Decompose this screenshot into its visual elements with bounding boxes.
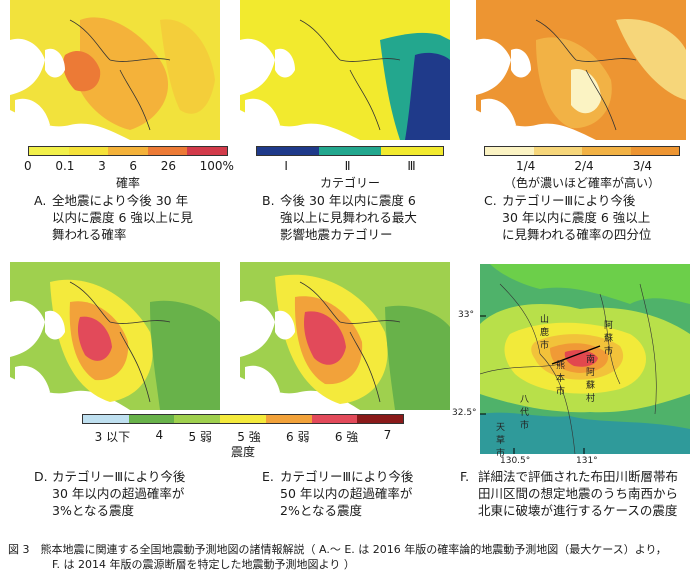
caption-c-line: に見舞われる確率の四分位 <box>502 227 652 242</box>
legend-a-tick: 100% <box>199 159 234 173</box>
legend-de-color-6 <box>357 415 404 423</box>
legend-a-color-2 <box>108 147 148 155</box>
legend-de-color-0 <box>83 415 129 423</box>
caption-e-line: カテゴリーⅢにより今後 <box>280 469 414 484</box>
caption-f-letter: F. <box>460 469 470 484</box>
caption-d-letter: D. <box>34 469 48 484</box>
caption-f-line: 詳細法で評価された布田川断層帯布 <box>478 469 679 484</box>
map-b <box>240 0 450 140</box>
legend-a-tick: 3 <box>98 159 106 173</box>
caption-d-line: 30 年以内の超過確率が <box>52 486 185 501</box>
figure-caption-line: 図 3 熊本地震に関連する全国地震動予測地図の諸情報解説（ A.～ E. は 2… <box>8 543 667 556</box>
map-f-place: 山鹿市 <box>540 315 550 351</box>
map-d <box>10 262 220 410</box>
legend-de-tick: 7 <box>383 428 392 442</box>
legend-a-ticks: 0 0.1 3 6 26 100% <box>24 159 234 173</box>
caption-e-line: 2%となる震度 <box>280 503 362 518</box>
legend-a-colorbar <box>28 146 228 156</box>
caption-f: F. 詳細法で評価された布田川断層帯布 田川区間の想定地震のうち南西から 北東に破… <box>460 468 700 519</box>
figure-caption: 図 3 熊本地震に関連する全国地震動予測地図の諸情報解説（ A.～ E. は 2… <box>8 542 696 572</box>
legend-a-color-0 <box>29 147 69 155</box>
map-f-place: 天草市 <box>496 423 506 459</box>
legend-de-tick: 6 強 <box>334 430 359 444</box>
legend-de-color-2 <box>174 415 221 423</box>
caption-d: D. カテゴリーⅢにより今後 30 年以内の超過確率が 3%となる震度 <box>34 468 244 519</box>
legend-de-tick: 5 強 <box>237 430 261 444</box>
caption-c-letter: C. <box>484 193 497 208</box>
caption-f-line: 田川区間の想定地震のうち南西から <box>478 486 679 501</box>
map-f-place: 阿蘇市 <box>604 321 614 357</box>
legend-b-tick: Ⅰ <box>284 159 288 173</box>
legend-c-color-2 <box>582 147 631 155</box>
caption-b-line: 強以上に見舞われる最大 <box>280 210 417 225</box>
legend-de-tick: 3 以下 <box>94 430 131 444</box>
legend-a-color-1 <box>68 147 109 155</box>
legend-b-ticks: Ⅰ Ⅱ Ⅲ <box>256 159 444 173</box>
map-f-lat-label: 32.5° <box>452 408 477 418</box>
caption-b-line: 今後 30 年以内に震度 6 <box>280 193 416 208</box>
figure-caption-line: F. は 2014 年版の震源断層を特定した地震動予測地図より ） <box>52 558 355 571</box>
caption-b-line: 影響地震カテゴリー <box>280 227 393 242</box>
legend-de-tick: 5 弱 <box>188 430 212 444</box>
legend-c-color-1 <box>533 147 582 155</box>
map-a <box>10 0 220 140</box>
map-e <box>240 262 450 410</box>
legend-c-tick: 1/4 <box>516 159 536 173</box>
legend-de-color-1 <box>128 415 175 423</box>
legend-c-color-3 <box>630 147 679 155</box>
legend-c-tick: 3/4 <box>632 159 652 173</box>
legend-c-tick: 2/4 <box>574 159 594 173</box>
legend-c-unit: （色が濃いほど確率が高い） <box>503 176 660 190</box>
caption-c-line: 30 年以内に震度 6 強以上 <box>502 210 651 225</box>
legend-b-colorbar <box>256 146 444 156</box>
map-c <box>476 0 686 140</box>
legend-b-unit: カテゴリー <box>319 176 380 190</box>
caption-c-line: カテゴリーⅢにより今後 <box>502 193 636 208</box>
caption-c: C. カテゴリーⅢにより今後 30 年以内に震度 6 強以上 に見舞われる確率の四… <box>484 192 698 243</box>
legend-a-tick: 0.1 <box>55 159 75 173</box>
caption-a-line: 舞われる確率 <box>52 227 127 242</box>
caption-d-line: 3%となる震度 <box>52 503 134 518</box>
map-f-lat-label: 33° <box>458 310 474 320</box>
caption-e: E. カテゴリーⅢにより今後 50 年以内の超過確率が 2%となる震度 <box>262 468 472 519</box>
caption-a-line: 全地震により今後 30 年 <box>52 193 189 208</box>
caption-e-letter: E. <box>262 469 274 484</box>
legend-a-unit: 確率 <box>115 176 140 190</box>
legend-b-color-2 <box>381 147 443 155</box>
legend-de-color-3 <box>220 415 266 423</box>
legend-de-color-4 <box>265 415 312 423</box>
legend-b-color-0 <box>257 147 319 155</box>
map-f-place: 南阿蘇村 <box>586 355 596 404</box>
map-f-place: 熊本市 <box>556 361 566 397</box>
legend-c-ticks: 1/4 2/4 3/4 <box>516 159 652 173</box>
legend-de-tick: 4 <box>155 428 164 442</box>
legend-a-color-4 <box>187 147 227 155</box>
caption-a: A. 全地震により今後 30 年 以内に震度 6 強以上に見 舞われる確率 <box>34 192 244 243</box>
caption-b-letter: B. <box>262 193 275 208</box>
legend-b-tick: Ⅲ <box>407 159 416 173</box>
legend-b-color-1 <box>319 147 381 155</box>
legend-a-tick: 26 <box>160 159 176 173</box>
legend-a-color-3 <box>147 147 188 155</box>
legend-de-tick: 6 弱 <box>286 430 310 444</box>
map-f-lon-label: 131° <box>576 456 598 466</box>
caption-f-line: 北東に破壊が進行するケースの震度 <box>478 503 678 518</box>
caption-a-letter: A. <box>34 193 47 208</box>
legend-de-unit: 震度 <box>230 445 255 459</box>
legend-c-colorbar <box>484 146 680 156</box>
caption-e-line: 50 年以内の超過確率が <box>280 486 413 501</box>
caption-a-line: 以内に震度 6 強以上に見 <box>52 210 193 225</box>
map-f-lon-label: 130.5° <box>500 456 531 466</box>
legend-b-tick: Ⅱ <box>344 159 351 173</box>
legend-a-tick: 0 <box>24 159 32 173</box>
map-f-place: 八代市 <box>520 395 530 431</box>
legend-de-color-5 <box>311 415 358 423</box>
legend-a-tick: 6 <box>129 159 138 173</box>
legend-de-ticks: 3 以下 4 5 弱 5 強 6 弱 6 強 7 <box>82 428 404 445</box>
map-f <box>480 264 690 454</box>
caption-b: B. 今後 30 年以内に震度 6 強以上に見舞われる最大 影響地震カテゴリー <box>262 192 472 243</box>
legend-de-colorbar <box>82 414 404 424</box>
legend-c-color-0 <box>485 147 534 155</box>
caption-d-line: カテゴリーⅢにより今後 <box>52 469 186 484</box>
